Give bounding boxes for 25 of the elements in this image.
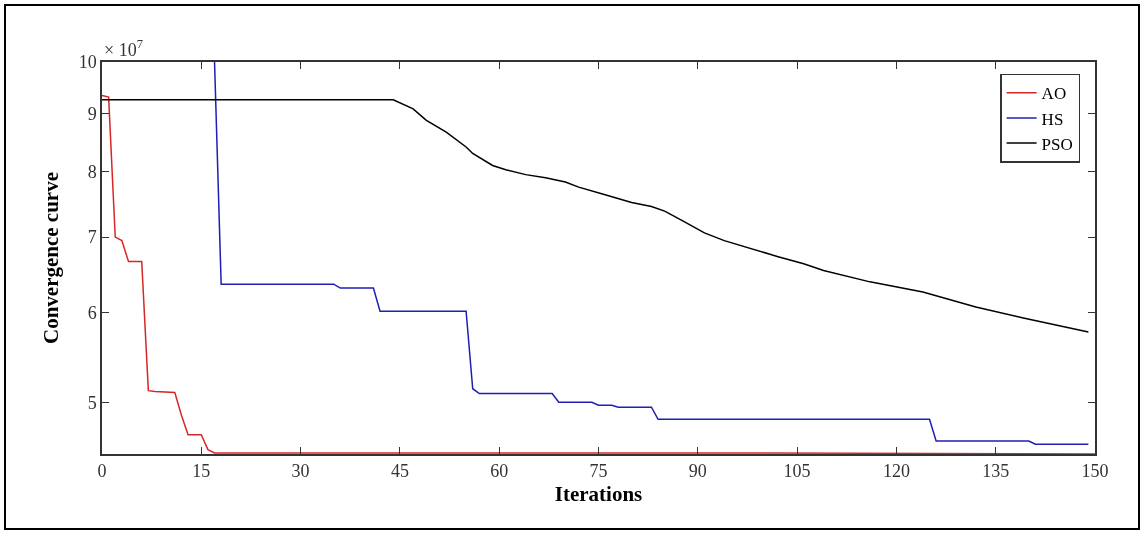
x-tick-label: 45 — [390, 461, 409, 482]
x-tick-label: 75 — [589, 461, 608, 482]
y-tick-label: 10 — [78, 52, 97, 73]
legend-label: HS — [1041, 109, 1064, 129]
x-axis-title: Iterations — [554, 482, 643, 507]
y-tick-label: 7 — [87, 227, 97, 248]
x-tick-label: 15 — [192, 461, 211, 482]
legend-label: PSO — [1041, 134, 1073, 154]
y-axis-title: Convergence curve — [39, 171, 64, 345]
line-series — [102, 98, 1090, 333]
x-tick-label: 135 — [982, 461, 1010, 482]
y-tick-label: 5 — [87, 392, 97, 413]
line-series — [213, 62, 1090, 446]
legend-label: AO — [1041, 84, 1067, 104]
y-tick-label: 6 — [87, 303, 97, 324]
x-tick-label: 0 — [97, 461, 107, 482]
y-tick-label: 9 — [87, 104, 97, 125]
x-tick-label: 120 — [882, 461, 910, 482]
x-tick-label: 60 — [490, 461, 509, 482]
text: × 10$^{7}$ — [104, 37, 143, 60]
x-tick-label: 105 — [783, 461, 811, 482]
x-tick-label: 90 — [688, 461, 707, 482]
x-tick-label: 150 — [1081, 461, 1109, 482]
y-tick-label: 8 — [87, 161, 97, 182]
x-tick-label: 30 — [291, 461, 310, 482]
